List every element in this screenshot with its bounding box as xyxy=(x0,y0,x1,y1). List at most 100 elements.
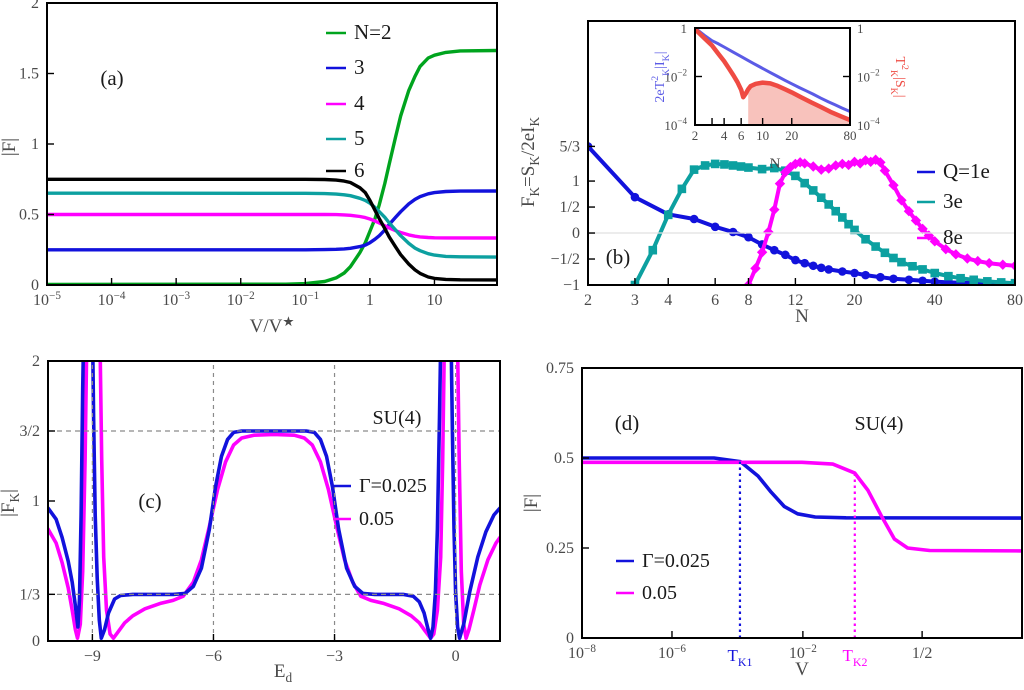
marker xyxy=(854,158,866,169)
x-tick-label: 10−1 xyxy=(291,290,319,309)
marker xyxy=(908,261,917,271)
marker xyxy=(830,160,841,171)
series-gamma-0.05 xyxy=(582,460,1022,553)
marker xyxy=(824,265,834,274)
x-tick-label: 6 xyxy=(738,128,745,143)
marker xyxy=(956,273,965,283)
y-tick-label: −1 xyxy=(563,277,580,294)
annotation: (a) xyxy=(100,66,123,90)
series-TK2SK xyxy=(695,28,850,123)
marker xyxy=(744,232,753,242)
marker xyxy=(889,253,898,263)
marker xyxy=(838,213,847,222)
marker xyxy=(930,268,940,278)
marker xyxy=(689,165,699,174)
marker xyxy=(800,258,809,268)
marker xyxy=(763,226,774,238)
marker xyxy=(897,257,906,267)
marker xyxy=(904,275,914,285)
legend-label: 6 xyxy=(354,158,365,182)
series-N=5 xyxy=(47,191,497,259)
x-tick-label: 10−2 xyxy=(789,643,817,662)
series-gamma-0.025 xyxy=(582,456,1022,520)
y-axis-label: |F| xyxy=(0,138,20,156)
marker xyxy=(879,165,891,176)
annotation: TK1 xyxy=(728,646,753,669)
marker xyxy=(850,268,859,278)
x-axis-label: Ed xyxy=(274,661,293,685)
marker xyxy=(728,227,738,237)
marker xyxy=(720,160,729,169)
marker xyxy=(791,255,800,265)
marker xyxy=(983,257,995,269)
annotation: 2eT2K|IK| xyxy=(650,51,672,102)
x-tick-label: 2 xyxy=(584,292,592,309)
marker xyxy=(962,253,973,264)
legend-label: Γ=0.025 xyxy=(642,550,710,572)
x-tick-label: 10−2 xyxy=(227,290,255,309)
chart-b-inset: 2 4 6 10 20 80 1 1 10−2 10−2 10−4 10−4 N 2eT2K|IK| T2K… xyxy=(650,21,910,172)
y-axis-label: |FK| xyxy=(0,489,22,517)
marker xyxy=(769,163,779,173)
marker xyxy=(791,171,800,181)
marker xyxy=(757,164,767,174)
x-axis-label: V xyxy=(795,659,809,680)
marker xyxy=(816,193,826,202)
x-axis-label: V/V★ xyxy=(250,314,295,337)
x-tick-label: 10−4 xyxy=(98,290,126,309)
y-tick-label-right: 1 xyxy=(857,21,864,36)
x-tick-label: 10−5 xyxy=(33,290,61,309)
y-tick-label: 2 xyxy=(32,353,40,370)
marker xyxy=(808,261,818,271)
y-tick-label: 0 xyxy=(32,633,40,650)
marker xyxy=(744,163,753,172)
y-tick-label: 0 xyxy=(572,225,580,242)
plot-box xyxy=(581,367,1023,639)
y-tick-label: 10−2 xyxy=(664,68,687,85)
plot-box xyxy=(587,20,1016,286)
y-tick-label: −1/2 xyxy=(551,251,580,268)
marker xyxy=(861,270,870,280)
marker xyxy=(831,206,841,216)
marker xyxy=(824,200,834,209)
marker xyxy=(736,162,746,171)
marker xyxy=(710,159,720,169)
x-tick-label: 10−8 xyxy=(568,643,596,662)
marker xyxy=(983,277,992,285)
annotation: SU(4) xyxy=(855,413,904,435)
legend-label: 3e xyxy=(943,189,963,213)
marker xyxy=(769,245,779,255)
x-tick-label: −9 xyxy=(84,648,101,665)
marker xyxy=(677,184,687,194)
plot-area xyxy=(48,361,500,640)
chart-a: 10−5 10−4 10−3 10−2 10−1 1 10 0 0.5 1 1.5 2 V/V★ |F| N… xyxy=(0,0,498,337)
legend-label: 4 xyxy=(354,91,365,115)
marker xyxy=(871,242,880,251)
panel-b: 2 3 4 6 8 12 20 40 805/311/20−1/2−1NFK=SK/2eIKQ=… xyxy=(518,20,1023,327)
x-tick-label: 10 xyxy=(426,292,442,309)
y-tick-label: 0.75 xyxy=(546,360,574,377)
series-2eTK2IK xyxy=(695,28,850,113)
x-tick-label: 10−6 xyxy=(658,643,686,662)
y-tick-label: 0 xyxy=(31,277,39,294)
marker xyxy=(918,265,927,274)
marker xyxy=(808,186,818,195)
y-tick-label: 1/2 xyxy=(560,199,580,216)
legend-label: Γ=0.025 xyxy=(359,475,427,497)
series-gamma-0.025 xyxy=(48,361,500,640)
legend-label: Q=1e xyxy=(943,159,990,183)
x-tick-label: −6 xyxy=(205,648,222,665)
y-tick-label: 2 xyxy=(31,0,39,12)
x-tick-label: 1 xyxy=(366,292,374,309)
y-tick-label: 0.5 xyxy=(19,207,39,224)
marker xyxy=(808,161,819,172)
legend-label: 3 xyxy=(354,55,365,79)
marker xyxy=(630,192,640,202)
marker xyxy=(780,167,791,178)
x-tick-label: 80 xyxy=(1007,292,1023,309)
marker xyxy=(888,180,899,191)
marker xyxy=(950,249,962,260)
y-tick-label: 0 xyxy=(566,630,574,647)
marker xyxy=(816,164,827,175)
